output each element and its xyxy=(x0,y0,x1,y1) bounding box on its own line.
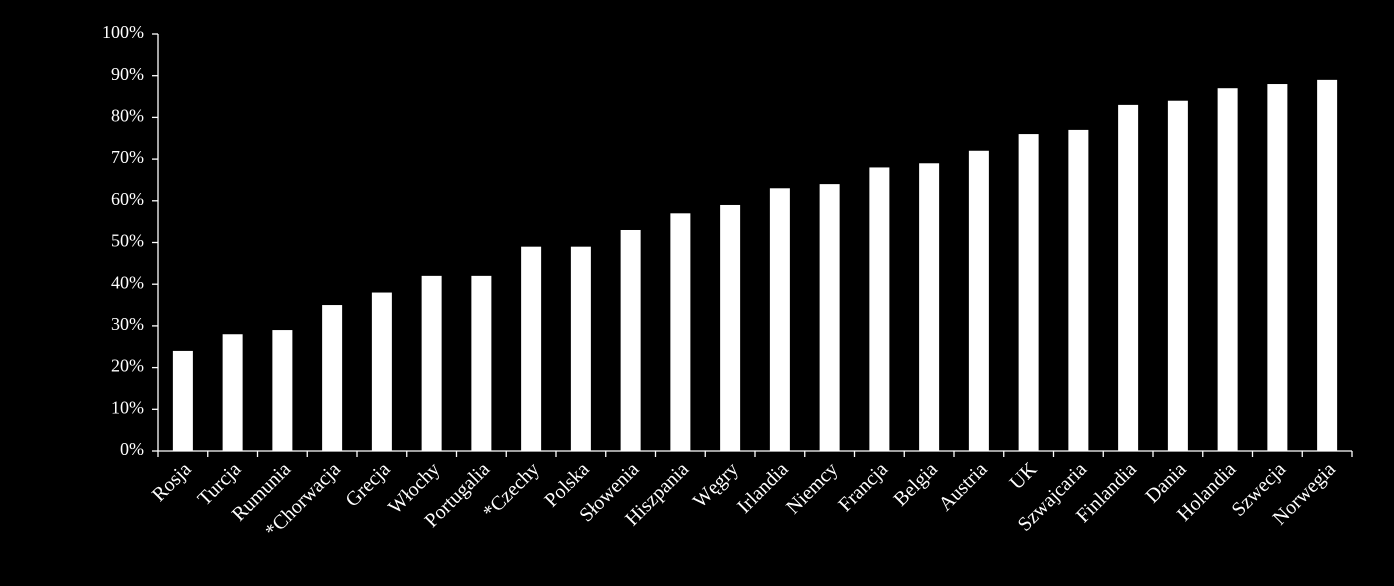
bar xyxy=(222,334,243,451)
bar xyxy=(371,292,392,451)
bar xyxy=(1167,100,1188,451)
bar xyxy=(720,204,741,451)
y-tick-label: 70% xyxy=(111,147,144,167)
bar xyxy=(620,229,641,451)
bar xyxy=(1217,88,1238,452)
bar xyxy=(322,305,343,451)
bar xyxy=(1118,104,1139,451)
y-tick-label: 90% xyxy=(111,64,144,84)
y-tick-label: 10% xyxy=(111,397,144,417)
y-tick-label: 30% xyxy=(111,314,144,334)
y-tick-label: 100% xyxy=(102,22,144,42)
bar xyxy=(1018,134,1039,451)
bar xyxy=(272,330,293,451)
y-tick-label: 0% xyxy=(120,439,144,459)
bar xyxy=(570,246,591,451)
bar xyxy=(919,163,940,451)
bar xyxy=(968,150,989,451)
bar xyxy=(471,275,492,451)
y-tick-label: 60% xyxy=(111,189,144,209)
bar xyxy=(769,188,790,452)
bar xyxy=(1317,79,1338,452)
bar xyxy=(172,350,193,451)
bar xyxy=(1068,129,1089,451)
bar xyxy=(521,246,542,451)
y-tick-label: 40% xyxy=(111,272,144,292)
bar xyxy=(1267,84,1288,451)
y-tick-label: 20% xyxy=(111,356,144,376)
bar xyxy=(670,213,691,451)
y-tick-label: 80% xyxy=(111,106,144,126)
bar xyxy=(819,184,840,451)
y-tick-label: 50% xyxy=(111,231,144,251)
bar xyxy=(421,275,442,451)
bar xyxy=(869,167,890,451)
